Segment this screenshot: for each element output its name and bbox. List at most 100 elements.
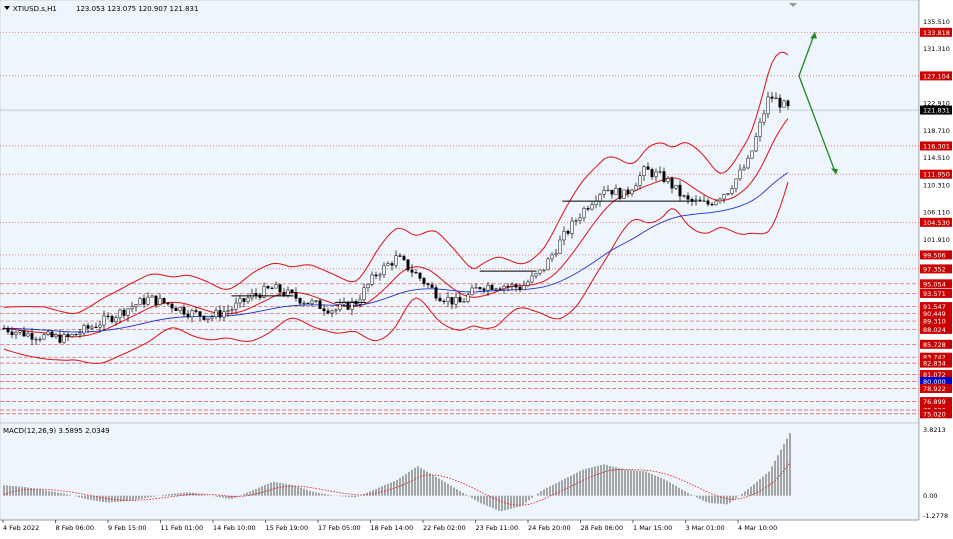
macd-bar [285, 484, 287, 496]
macd-bar [687, 493, 689, 496]
candle-body [143, 298, 145, 304]
macd-bar [429, 473, 431, 495]
candle-body [15, 332, 17, 334]
candle-body [755, 137, 757, 151]
candle-body [607, 190, 609, 191]
macd-bar [75, 496, 77, 497]
macd-bar [513, 496, 515, 508]
macd-bar [99, 496, 101, 502]
candle-body [223, 312, 225, 317]
candle-body [319, 301, 321, 309]
candle-body [551, 255, 553, 259]
candle-body [103, 316, 105, 325]
macd-bar [90, 496, 92, 500]
candle-body [743, 168, 745, 170]
macd-bar [369, 491, 371, 495]
macd-bar [279, 483, 281, 496]
candle-body [703, 201, 705, 202]
macd-bar [342, 496, 344, 497]
candle-body [787, 101, 789, 106]
macd-bar [630, 470, 632, 496]
macd-bar [639, 471, 641, 496]
macd-bar [678, 488, 680, 496]
macd-bar [744, 491, 746, 495]
macd-bar [483, 496, 485, 505]
macd-bar [492, 496, 494, 509]
candle-body [119, 310, 121, 318]
macd-bar [216, 496, 218, 497]
candle-body [603, 190, 605, 194]
candle-body [279, 285, 281, 293]
candle-body [567, 231, 569, 233]
price-tag-label: 97.352 [923, 265, 946, 273]
macd-bar [42, 490, 44, 496]
macd-bar [168, 494, 170, 496]
macd-bar [573, 474, 575, 496]
candle-body [555, 253, 557, 254]
macd-bar [78, 496, 80, 498]
candle-body [455, 297, 457, 304]
candle-body [139, 298, 141, 304]
macd-bar [315, 492, 317, 495]
candle-body [155, 296, 157, 305]
macd-bar [330, 495, 332, 496]
candle-body [559, 240, 561, 253]
candle-body [147, 297, 149, 304]
candle-body [643, 167, 645, 176]
candle-body [459, 297, 461, 302]
macd-bar [597, 466, 599, 496]
candle-body [191, 311, 193, 317]
macd-bar [642, 471, 644, 496]
macd-bar [189, 492, 191, 495]
macd-bar [645, 472, 647, 496]
symbol-label: XTIUSD.s,H1 [13, 5, 57, 13]
macd-bar [138, 496, 140, 499]
macd-bar [735, 496, 737, 499]
macd-bar [567, 477, 569, 496]
candle-body [55, 335, 57, 337]
candle-body [79, 333, 81, 334]
macd-bar [759, 479, 761, 496]
macd-bar [501, 496, 503, 511]
candle-body [51, 332, 53, 337]
price-tag-label: 88.024 [923, 326, 946, 334]
macd-bar [291, 485, 293, 496]
macd-bar [402, 476, 404, 496]
macd-bar [768, 472, 770, 496]
candle-body [439, 298, 441, 301]
macd-bar [171, 494, 173, 496]
candle-body [419, 273, 421, 278]
time-tick-label: 8 Feb 06:00 [56, 524, 95, 532]
candle-body [239, 298, 241, 303]
macd-bar [762, 477, 764, 496]
macd-bar [585, 469, 587, 496]
candle-body [631, 190, 633, 194]
candle-body [379, 275, 381, 276]
time-tick-label: 22 Feb 02:00 [423, 524, 466, 532]
macd-bar [498, 496, 500, 511]
macd-bar [546, 488, 548, 496]
macd-bar [438, 479, 440, 496]
candle-body [83, 325, 85, 333]
candle-body [267, 286, 269, 288]
macd-bar [507, 496, 509, 510]
macd-bar [303, 489, 305, 496]
macd-bar [39, 490, 41, 496]
macd-bar [12, 486, 14, 496]
macd-bar [348, 496, 350, 497]
candle-body [591, 205, 593, 209]
candle-body [675, 185, 677, 188]
candle-body [751, 151, 753, 158]
macd-bar [675, 486, 677, 496]
candle-body [295, 292, 297, 298]
macd-bar [549, 486, 551, 495]
macd-bar [60, 493, 62, 496]
candle-body [159, 298, 161, 305]
candle-body [451, 297, 453, 304]
macd-bar [705, 496, 707, 502]
candle-body [579, 218, 581, 221]
candle-body [623, 190, 625, 199]
macd-bar [561, 480, 563, 495]
macd-bar [69, 495, 71, 496]
